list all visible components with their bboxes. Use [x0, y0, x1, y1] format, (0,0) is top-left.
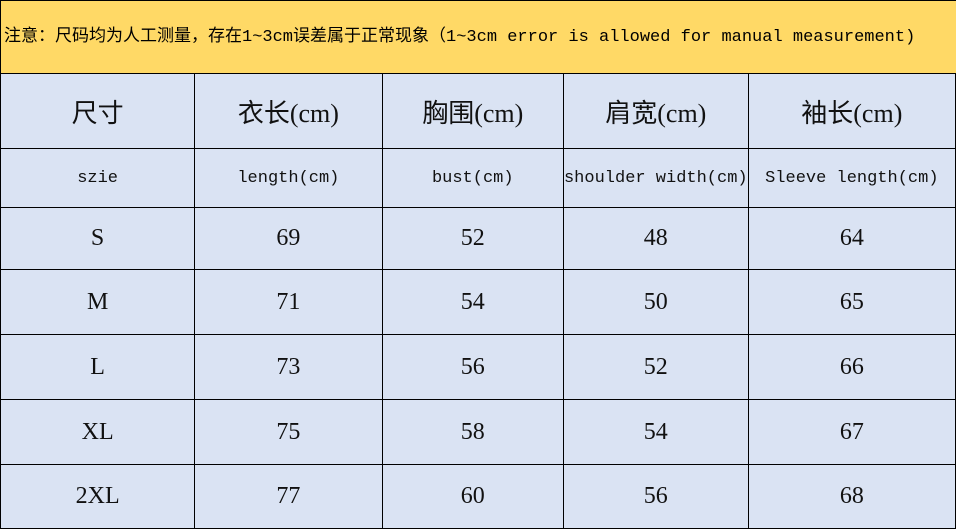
- table-cell: length(cm): [194, 148, 383, 208]
- table-cell: 69: [194, 207, 383, 270]
- table-cell: 56: [562, 464, 749, 529]
- table-cell: 60: [381, 464, 564, 529]
- table-cell: 77: [194, 464, 383, 529]
- note: 注意：尺码均为人工测量，存在1~3cm误差属于正常现象（1~3cm error …: [0, 0, 956, 74]
- table-cell: 73: [194, 334, 383, 400]
- table-cell: 75: [194, 399, 383, 465]
- table-cell: 48: [562, 207, 749, 270]
- table-cell: 52: [562, 334, 749, 400]
- table-row: 尺寸 衣长(cm) 胸围(cm) 肩宽(cm) 袖长(cm): [0, 73, 956, 149]
- table-cell: Sleeve length(cm): [747, 148, 956, 208]
- table-cell: 52: [381, 207, 564, 270]
- table-cell: 64: [747, 207, 956, 270]
- table-cell: 66: [747, 334, 956, 400]
- table-cell: 68: [747, 464, 956, 529]
- table-cell: 54: [562, 399, 749, 465]
- table-cell: L: [0, 334, 196, 400]
- table-cell: 肩宽(cm): [562, 73, 749, 149]
- table-cell: 尺寸: [0, 73, 196, 149]
- table-cell: shoulder width(cm): [562, 148, 749, 208]
- table-row: S 69 52 48 64: [0, 207, 956, 270]
- table-cell: S: [0, 207, 196, 270]
- table-cell: 2XL: [0, 464, 196, 529]
- table-cell: bust(cm): [381, 148, 564, 208]
- table-cell: 58: [381, 399, 564, 465]
- table-row: M 71 54 50 65: [0, 269, 956, 335]
- table-cell: 56: [381, 334, 564, 400]
- table-cell: 衣长(cm): [194, 73, 383, 149]
- table-cell: XL: [0, 399, 196, 465]
- table-cell: szie: [0, 148, 196, 208]
- table-cell: 袖长(cm): [747, 73, 956, 149]
- table-cell: 67: [747, 399, 956, 465]
- size-table: 尺寸 衣长(cm) 胸围(cm) 肩宽(cm) 袖长(cm) szie length(cm)…: [0, 73, 956, 529]
- table-row: szie length(cm) bust(cm) shoulder width(cm)…: [0, 148, 956, 208]
- table-row: XL 75 58 54 67: [0, 399, 956, 465]
- table-cell: 胸围(cm): [381, 73, 564, 149]
- table-row: L 73 56 52 66: [0, 334, 956, 400]
- table-cell: 71: [194, 269, 383, 335]
- table-cell: 54: [381, 269, 564, 335]
- table-cell: 50: [562, 269, 749, 335]
- table-cell: 65: [747, 269, 956, 335]
- table-row: 2XL 77 60 56 68: [0, 464, 956, 529]
- table-cell: M: [0, 269, 196, 335]
